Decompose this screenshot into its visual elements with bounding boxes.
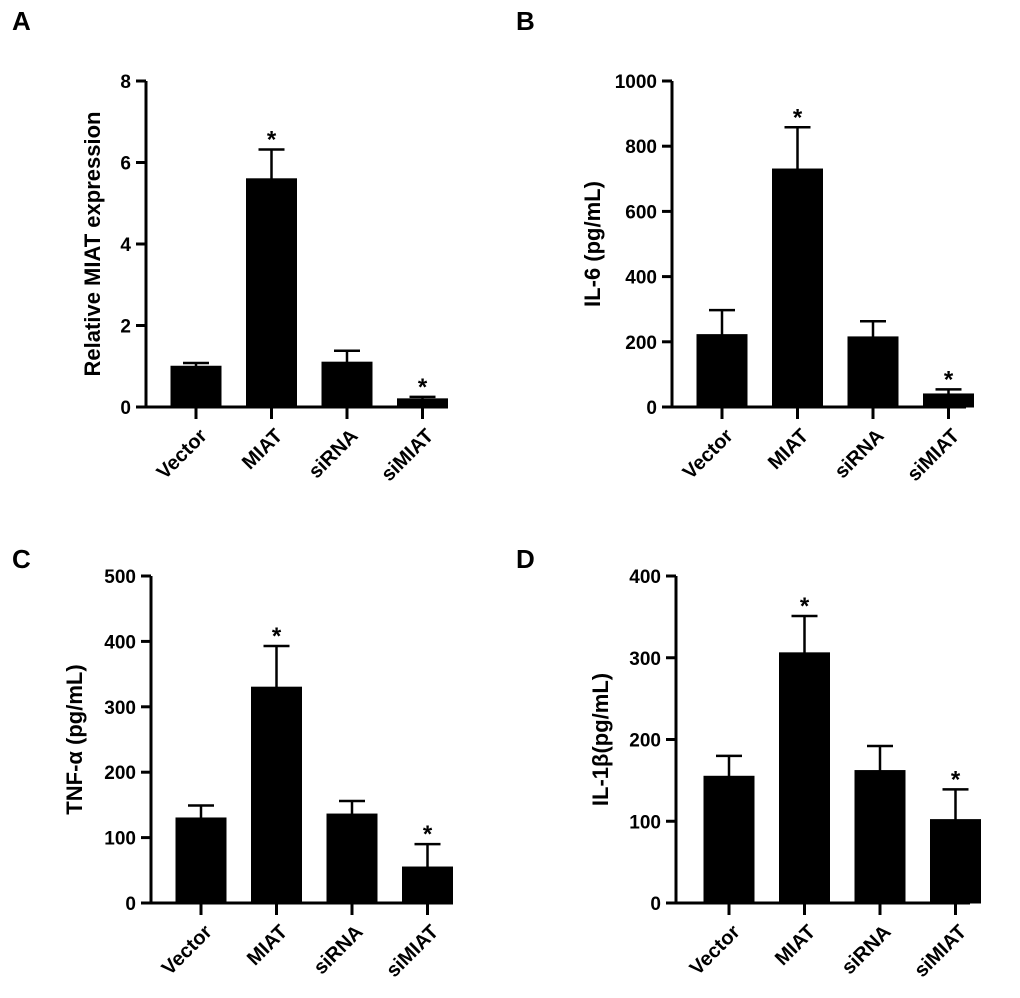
y-tick-label: 100 [104,829,136,850]
bar-sirna [847,336,899,408]
bar-simiat [923,393,974,408]
y-axis-title: TNF-α (pg/mL) [62,664,87,814]
bar-sirna [326,813,378,904]
bar-sirna [321,361,373,408]
y-tick-label: 400 [629,567,661,588]
x-tick-label: siRNA [838,921,896,979]
y-axis-title: IL-1β(pg/mL) [588,673,613,806]
y-tick-label: 0 [650,894,661,915]
x-tick-label: Vector [679,425,738,484]
y-tick-label: 200 [629,731,661,752]
x-tick-label: siRNA [831,425,889,483]
bar-miat [779,652,830,904]
chart-panel-d: D 0 100 200 300 400 IL-1β(pg/mL) Vector MIAT * siR… [516,544,981,982]
panel-letter: D [516,544,535,574]
y-tick-label: 0 [120,398,131,419]
x-tick-label: Vector [153,425,212,484]
panel-letter: C [12,544,31,574]
x-tick-label: siRNA [305,425,363,483]
significance-marker: * [267,126,277,153]
significance-marker: * [793,104,803,131]
bar-vector [170,365,222,408]
y-tick-label: 500 [104,567,136,588]
bar-vector [703,775,755,904]
significance-marker: * [951,766,961,793]
chart-panel-a: A 0 2 4 6 8 Relative MIAT expression Vector MIAT… [12,6,448,486]
x-tick-label: Vector [158,921,217,980]
x-tick-label: siMIAT [382,921,443,982]
y-tick-label: 800 [625,137,657,158]
x-tick-label: MIAT [243,921,292,970]
y-tick-label: 400 [104,632,136,653]
x-tick-label: siMIAT [377,425,438,486]
x-tick-label: MIAT [238,425,287,474]
y-tick-label: 200 [625,333,657,354]
y-tick-label: 400 [625,268,657,289]
significance-marker: * [800,593,810,620]
y-tick-label: 0 [125,894,136,915]
bar-vector [696,334,748,408]
chart-panel-c: C 0 100 200 300 400 500 TNF-α (pg/mL) Vector MIAT… [12,544,453,982]
significance-marker: * [423,821,433,848]
significance-marker: * [944,366,954,393]
bar-simiat [402,866,453,904]
significance-marker: * [418,374,428,401]
bar-miat [251,686,302,904]
y-tick-label: 300 [629,649,661,670]
x-tick-label: siMIAT [910,921,971,982]
y-axis-title: Relative MIAT expression [80,112,105,377]
y-tick-label: 2 [120,317,131,338]
bar-miat [772,168,823,408]
chart-panel-b: B 0 200 400 600 800 1000 IL-6 (pg/mL) Vector MIAT… [516,6,974,486]
panel-letter: B [516,6,535,36]
bar-sirna [854,770,906,904]
y-tick-label: 0 [646,398,657,419]
x-tick-label: MIAT [771,921,820,970]
significance-marker: * [272,623,282,650]
y-tick-label: 200 [104,763,136,784]
bar-simiat [930,819,981,904]
x-tick-label: Vector [686,921,745,980]
y-tick-label: 300 [104,698,136,719]
bar-miat [246,178,297,408]
panel-letter: A [12,6,31,36]
y-axis-title: IL-6 (pg/mL) [580,181,605,307]
y-tick-label: 6 [120,154,131,175]
bar-vector [175,817,227,904]
y-tick-label: 8 [120,72,131,93]
y-tick-label: 4 [120,235,131,256]
x-tick-label: siMIAT [903,425,964,486]
y-tick-label: 100 [629,812,661,833]
x-tick-label: MIAT [764,425,813,474]
y-tick-label: 600 [625,202,657,223]
y-tick-label: 1000 [615,72,657,93]
x-tick-label: siRNA [310,921,368,979]
